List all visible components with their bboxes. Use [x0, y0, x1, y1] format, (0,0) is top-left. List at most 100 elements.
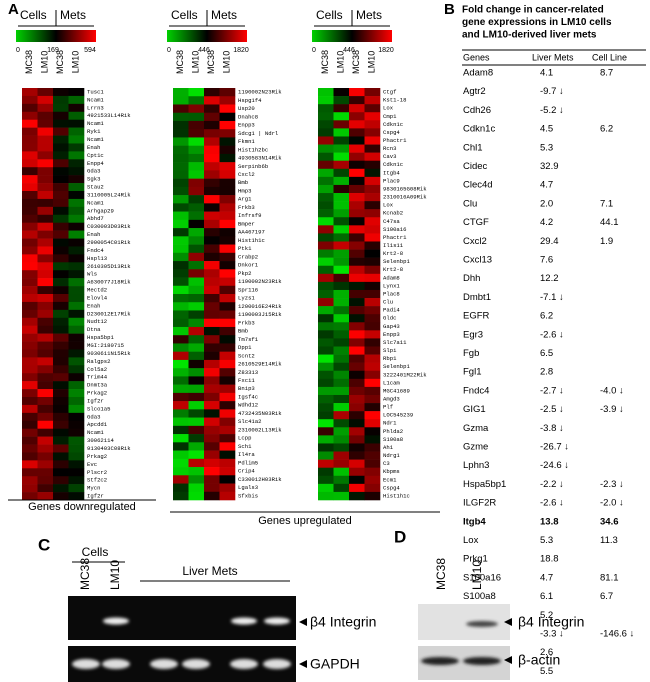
heat-cell [318, 273, 334, 283]
gene-label: MGI:2180715 [87, 342, 124, 349]
heat-cell [219, 318, 236, 328]
band-label: β4 Integrin [310, 614, 376, 630]
heat-cell [318, 403, 334, 412]
gene-label: Ah1 [383, 444, 394, 451]
heat-cell [188, 384, 205, 394]
heat-cell [364, 419, 381, 428]
heat-cell [22, 183, 38, 192]
heat-cell [204, 368, 220, 377]
heat-cell [173, 145, 189, 155]
heat-cell [364, 459, 381, 468]
table-value: -2.5 ↓ [540, 404, 564, 415]
heat-cell [22, 492, 38, 501]
heat-cell [333, 314, 350, 323]
gene-name: Gzme [463, 442, 488, 453]
heat-cell [53, 183, 69, 192]
table-value: 6.5 [540, 348, 553, 359]
heat-cell [37, 175, 54, 184]
heat-cell [173, 277, 189, 287]
gene-label: 4732435N03Rik [238, 410, 282, 417]
heat-cell [349, 467, 365, 477]
heat-cell [53, 151, 69, 160]
heat-cell [204, 195, 220, 204]
heat-cell [68, 238, 85, 247]
heat-cell [364, 249, 381, 258]
heat-cell [318, 104, 334, 113]
gene-name: Fgb [463, 348, 479, 359]
heat-cell [219, 392, 236, 402]
heat-cell [173, 129, 189, 138]
heat-cell [173, 261, 189, 270]
heat-cell [22, 325, 38, 334]
heat-cell [173, 335, 189, 344]
heat-cell [333, 112, 350, 121]
heat-cell [204, 112, 220, 122]
heat-cell [333, 201, 350, 210]
gene-label: MGC41689 [383, 387, 410, 394]
gene-label: Kst1-18 [383, 97, 407, 104]
heat-cell [37, 325, 54, 334]
heat-cell [188, 261, 205, 270]
gene-label: Cxcl2 [238, 171, 255, 178]
heat-cell [333, 241, 350, 250]
heat-cell [204, 145, 220, 155]
gene-label: Kcnab2 [383, 210, 403, 217]
gene-label: Ptk1 [238, 245, 252, 252]
table-value: -2.6 ↓ [540, 329, 564, 340]
heat-cell [173, 425, 189, 435]
heat-cell [188, 483, 205, 493]
heat-cell [37, 389, 54, 398]
gene-label: Adam8 [383, 274, 400, 281]
heat-cell [219, 417, 236, 427]
gene-label: 3110005L24Rik [87, 191, 131, 198]
column-label: MC38 [351, 50, 361, 74]
heat-cell [188, 277, 205, 287]
heat-cell [188, 326, 205, 336]
heat-cell [22, 317, 38, 326]
gene-label: 2310002L13Rik [238, 426, 282, 433]
panel-label: A [8, 1, 19, 18]
heat-cell [37, 452, 54, 461]
heat-cell [318, 289, 334, 299]
heat-cell [173, 326, 189, 336]
heat-cell [349, 273, 365, 283]
gene-label: Lyzs1 [238, 295, 255, 302]
heat-cell [53, 444, 69, 453]
table-value: -2.6 ↓ [540, 498, 564, 509]
heat-cell [219, 178, 236, 188]
heat-cell [318, 201, 334, 210]
heat-cell [68, 325, 85, 334]
heat-cell [22, 381, 38, 390]
gene-label: Sch1 [238, 443, 252, 450]
heat-cell [219, 467, 236, 476]
heat-cell [22, 341, 38, 350]
heat-cell [333, 104, 350, 113]
heat-cell [22, 238, 38, 247]
gene-label: Evc [87, 461, 97, 468]
heat-cell [22, 191, 38, 200]
heat-cell [53, 191, 69, 200]
heat-cell [188, 203, 205, 212]
heat-cell [37, 286, 54, 295]
heat-cell [219, 244, 236, 254]
table-value: 2.6 [540, 647, 553, 658]
heat-cell [204, 409, 220, 418]
heat-cell [349, 160, 365, 170]
gene-label: Igf2r [87, 493, 104, 500]
heat-cell [333, 483, 350, 493]
heat-cell [333, 88, 350, 97]
gene-label: Rbp1 [383, 355, 397, 362]
heat-cell [349, 289, 365, 299]
heat-cell [333, 273, 350, 283]
heat-cell [53, 325, 69, 334]
heat-cell [219, 401, 236, 410]
heat-cell [204, 359, 220, 369]
heat-cell [37, 270, 54, 279]
heat-cell [173, 392, 189, 402]
heat-cell [318, 306, 334, 315]
heat-cell [37, 460, 54, 469]
heat-cell [204, 326, 220, 336]
heat-cell [173, 195, 189, 204]
arrow [504, 656, 512, 664]
heat-cell [37, 238, 54, 247]
